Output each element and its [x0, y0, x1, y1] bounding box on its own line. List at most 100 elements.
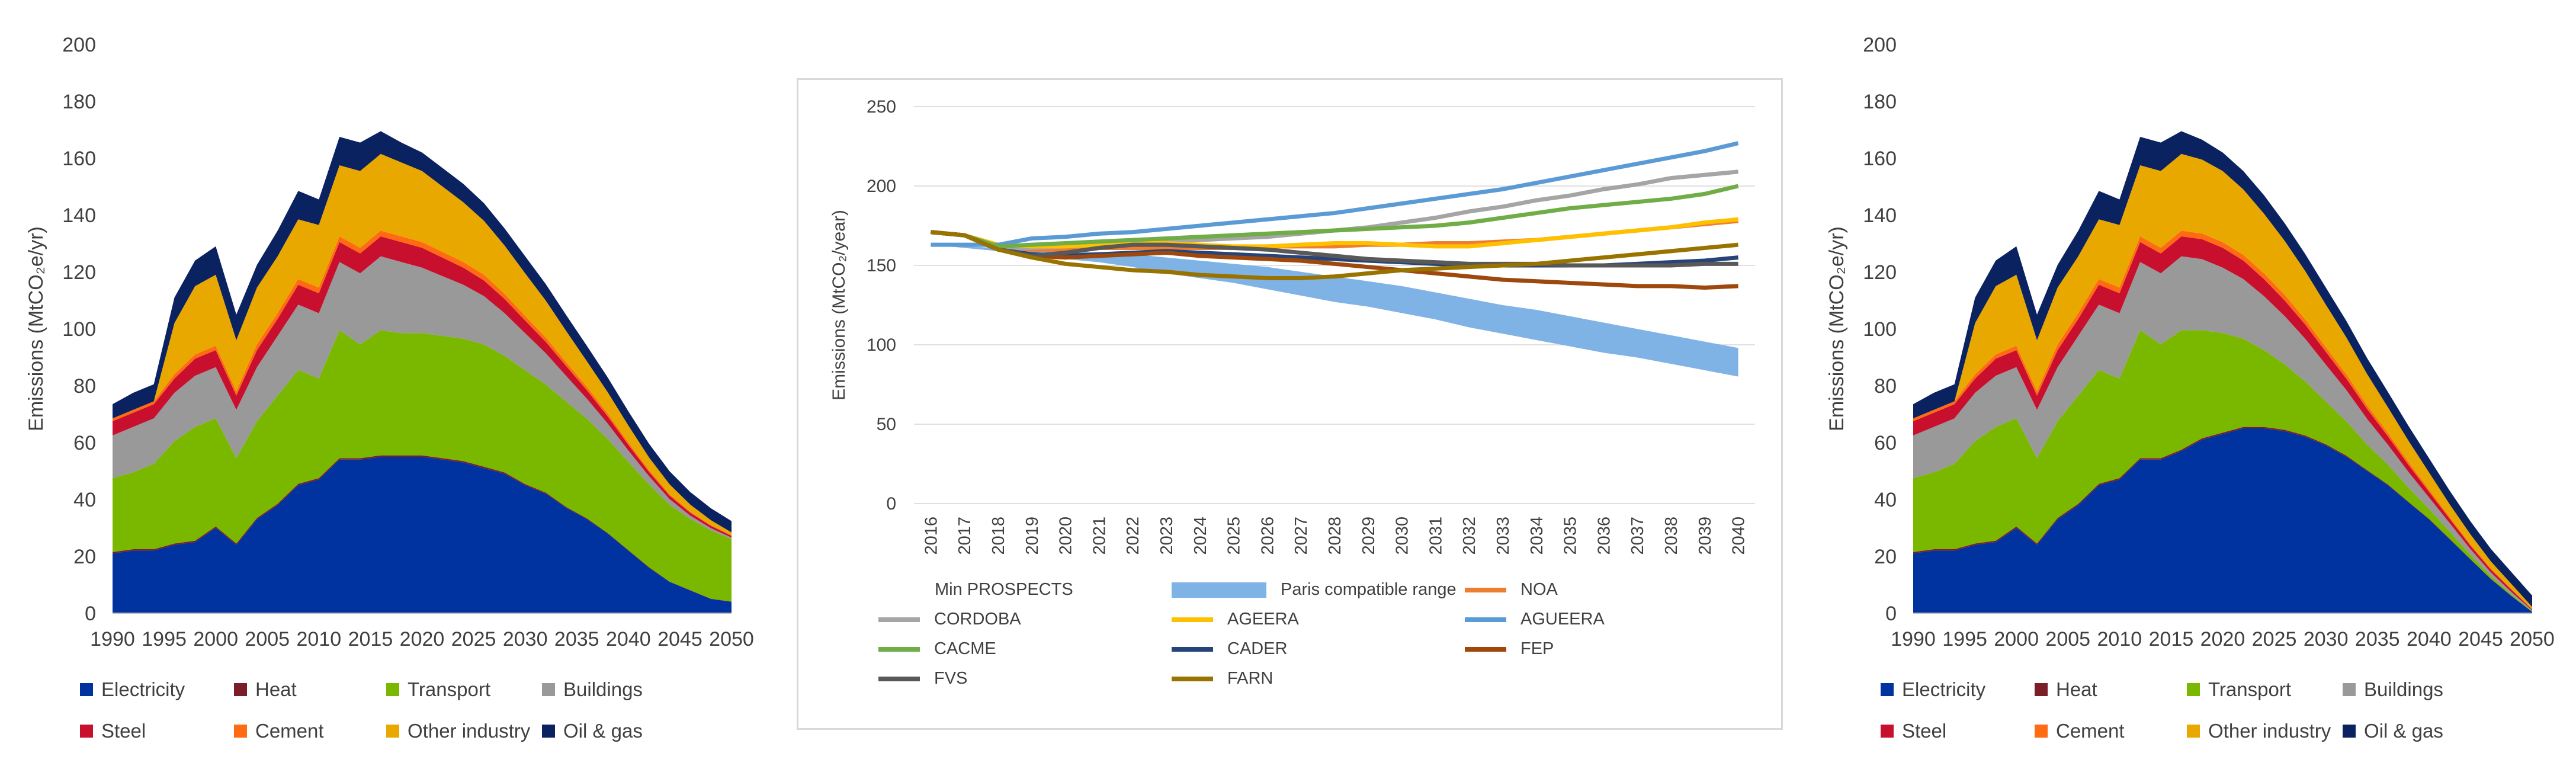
right-ytick-label: 160 — [1863, 148, 1897, 170]
mid-legend-swatch — [878, 617, 920, 622]
mid-legend-item: CADER — [1172, 639, 1288, 659]
left-legend-item: Steel — [80, 720, 146, 742]
mid-xtick-label: 2033 — [1494, 517, 1513, 555]
mid-legend-label: FARN — [1227, 669, 1273, 688]
mid-xtick-label: 2023 — [1157, 517, 1176, 555]
left-ytick-label: 0 — [85, 603, 96, 625]
right-xtick-label: 2000 — [1994, 628, 2039, 651]
right-legend-label: Other industry — [2208, 720, 2331, 742]
left-y-axis-label: Emissions (MtCO₂e/yr) — [25, 226, 47, 431]
mid-xtick-label: 2040 — [1730, 517, 1749, 555]
right-ytick-label: 200 — [1863, 34, 1897, 56]
mid-legend-label: CADER — [1227, 639, 1288, 658]
mid-xtick-label: 2026 — [1258, 517, 1277, 555]
left-area-other-industry — [113, 153, 732, 536]
left-legend-swatch — [542, 683, 555, 696]
right-legend-swatch — [1881, 725, 1894, 738]
middle-chart-svg: 0 50 100 150 200 250 Emissions (MtCO₂/year) 201… — [829, 97, 1755, 555]
mid-xtick-label: 2029 — [1359, 517, 1378, 555]
right-xtick-label: 2010 — [2097, 628, 2142, 651]
mid-xtick-label: 2024 — [1191, 517, 1210, 555]
right-legend-item: Buildings — [2343, 678, 2443, 701]
middle-chart-legend: Min PROSPECTS Paris compatible range NOA CO… — [798, 80, 1781, 728]
mid-line-farn — [931, 230, 1738, 280]
mid-legend-label: Min PROSPECTS — [935, 580, 1073, 599]
right-xtick-label: 2030 — [2304, 628, 2349, 651]
left-ytick-label: 200 — [62, 34, 96, 56]
left-legend-swatch — [234, 683, 247, 696]
right-legend-label: Buildings — [2364, 678, 2443, 700]
mid-legend-swatch — [1172, 676, 1213, 681]
right-legend-label: Electricity — [1902, 678, 1986, 700]
left-xtick-label: 1990 — [90, 628, 135, 651]
left-legend-label: Steel — [101, 720, 146, 742]
mid-xtick-label: 2030 — [1393, 517, 1412, 555]
mid-legend-swatch — [1465, 646, 1506, 652]
right-legend-item: Cement — [2035, 720, 2125, 742]
mid-legend-label: AGEERA — [1227, 610, 1299, 629]
mid-xtick-label: 2017 — [955, 517, 974, 555]
left-legend-swatch — [386, 683, 399, 696]
left-legend-label: Electricity — [101, 678, 185, 700]
left-legend-item: Buildings — [542, 678, 643, 701]
mid-legend-item: CORDOBA — [878, 610, 1021, 629]
mid-legend-item: FEP — [1465, 639, 1554, 659]
left-legend-item: Other industry — [386, 720, 530, 742]
left-legend-label: Heat — [255, 678, 297, 700]
mid-xtick-label: 2022 — [1124, 517, 1143, 555]
mid-legend-item: FVS — [878, 669, 967, 688]
right-legend-swatch — [2035, 683, 2048, 696]
right-legend-swatch — [2187, 683, 2200, 696]
mid-legend-label: FVS — [934, 669, 968, 688]
left-ytick-label: 60 — [73, 432, 96, 454]
right-legend-item: Electricity — [1881, 678, 1985, 701]
right-ytick-label: 180 — [1863, 91, 1897, 113]
right-legend-swatch — [2035, 725, 2048, 738]
mid-legend-item: AGEERA — [1172, 610, 1299, 629]
mid-legend-item: AGUEERA — [1465, 610, 1605, 629]
mid-ytick-label: 200 — [867, 177, 896, 196]
right-legend-swatch — [2343, 725, 2356, 738]
right-legend-item: Heat — [2035, 678, 2097, 701]
right-xtick-label: 2005 — [2045, 628, 2090, 651]
left-legend-label: Cement — [255, 720, 324, 742]
mid-xtick-label: 2021 — [1090, 517, 1109, 555]
mid-legend-swatch — [878, 646, 920, 652]
mid-line-cacme — [931, 184, 1739, 249]
left-xtick-label: 2020 — [400, 628, 445, 651]
mid-ytick-label: 250 — [867, 97, 896, 117]
mid-legend-label: AGUEERA — [1520, 610, 1605, 629]
left-xtick-label: 2010 — [297, 628, 342, 651]
mid-legend-swatch — [1172, 617, 1213, 622]
left-ytick-label: 100 — [62, 318, 96, 341]
left-ytick-label: 140 — [62, 204, 96, 227]
left-ytick-label: 40 — [73, 489, 96, 511]
left-legend-swatch — [80, 683, 93, 696]
right-legend-item: Oil & gas — [2343, 720, 2443, 742]
left-xtick-label: 2040 — [606, 628, 651, 651]
mid-legend-item: NOA — [1465, 580, 1558, 600]
right-ytick-label: 40 — [1874, 489, 1897, 511]
mid-xtick-label: 2027 — [1292, 517, 1311, 555]
right-legend-swatch — [1881, 683, 1894, 696]
right-legend-label: Cement — [2056, 720, 2125, 742]
left-legend-item: Heat — [234, 678, 297, 701]
left-xtick-label: 2015 — [348, 628, 393, 651]
mid-legend-label: CACME — [934, 639, 996, 658]
mid-xtick-label: 2025 — [1225, 517, 1244, 555]
mid-legend-item: Paris compatible range — [1172, 580, 1457, 600]
mid-xtick-label: 2036 — [1595, 517, 1613, 555]
mid-line-fep — [931, 230, 1738, 290]
mid-xtick-label: 2020 — [1057, 517, 1076, 555]
left-stacked-area-chart: 0 20 40 60 80 100 120 140 160 180 200 Emissions (Mt… — [0, 0, 770, 769]
right-ytick-label: 20 — [1874, 546, 1897, 568]
left-xtick-label: 2025 — [451, 628, 496, 651]
right-area-transport — [1913, 330, 2532, 612]
right-xtick-label: 2035 — [2355, 628, 2400, 651]
left-xtick-label: 2030 — [503, 628, 548, 651]
left-area-transport — [113, 330, 732, 602]
right-legend-item: Other industry — [2187, 720, 2331, 742]
right-area-oil-gas — [1913, 131, 2532, 607]
